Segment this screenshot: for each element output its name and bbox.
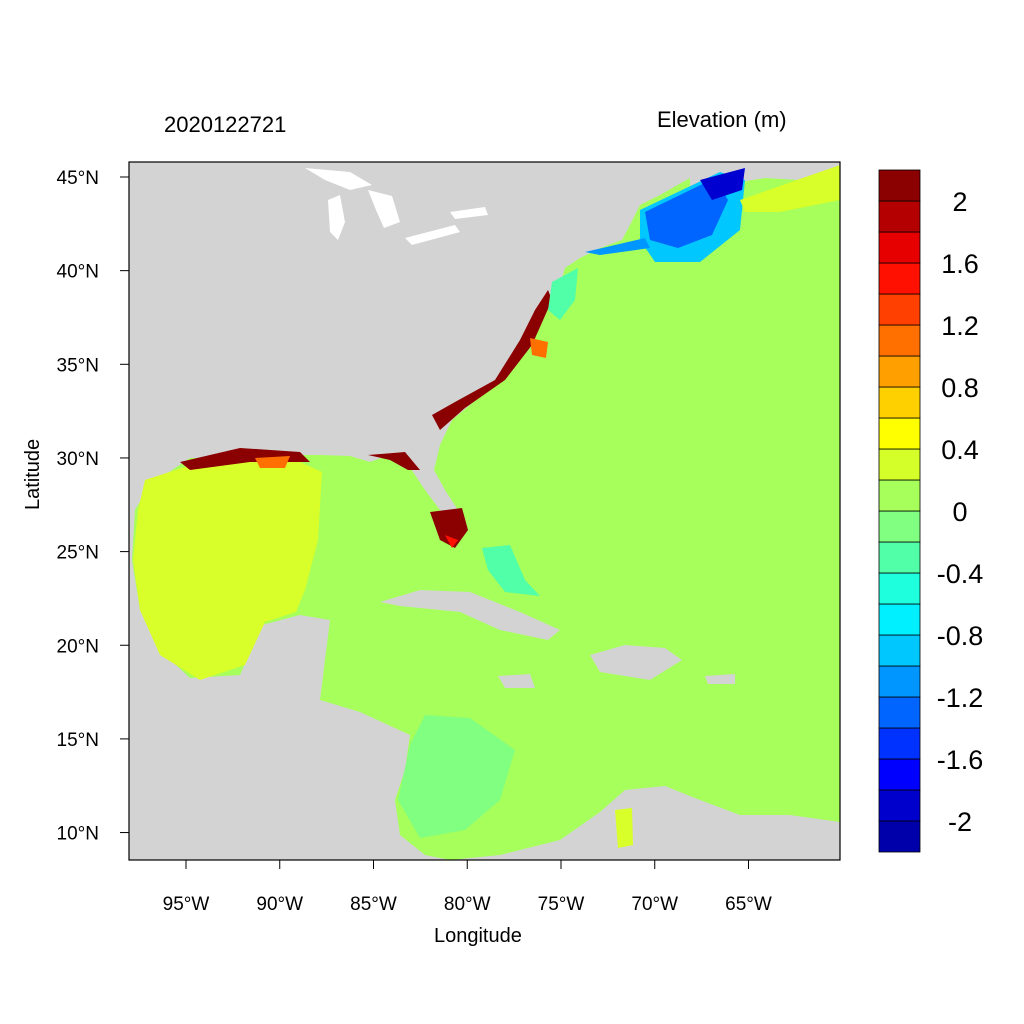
colorbar-label: -2 (948, 807, 972, 837)
colorbar-swatch (878, 665, 921, 698)
colorbar-swatch (878, 262, 921, 295)
cuba (380, 590, 560, 640)
x-tick-label: 90°W (256, 894, 303, 915)
colorbar-label: -1.2 (937, 683, 984, 713)
atlantic-coast-surge (432, 290, 552, 430)
venezuela-lake (615, 808, 633, 848)
lake-ontario (450, 207, 488, 219)
y-tick-label: 45°N (57, 168, 99, 189)
lake-huron (368, 190, 400, 228)
colorbar-swatch (878, 634, 921, 667)
lake-superior (305, 168, 372, 190)
y-tick-label: 15°N (57, 730, 99, 751)
lake-michigan (328, 195, 345, 240)
colorbar-swatch (878, 789, 921, 822)
x-tick-label: 75°W (538, 894, 585, 915)
south-florida-surge (430, 508, 468, 548)
bahamas-shallows (482, 545, 540, 596)
hispaniola (590, 645, 682, 680)
big-bend-surge (368, 452, 420, 470)
colorbar-label: 0.8 (941, 373, 979, 403)
colorbar-swatch (878, 386, 921, 419)
colorbar-swatch (878, 200, 921, 233)
y-tick-label: 25°N (57, 543, 99, 564)
colorbar-swatch (878, 293, 921, 326)
colorbar-swatch (878, 820, 921, 853)
colorbar-label: 1.2 (941, 311, 979, 341)
gulf-of-maine-depression-mid (645, 178, 728, 248)
caribbean-depression (398, 715, 515, 838)
colorbar-swatch (878, 510, 921, 543)
colorbar-label: 0 (952, 497, 967, 527)
colorbar-swatch (878, 541, 921, 574)
y-tick-label: 10°N (57, 824, 99, 845)
scotian-shelf-surge (740, 165, 840, 212)
colorbar-label: -0.4 (937, 559, 984, 589)
x-tick-label: 80°W (444, 894, 491, 915)
north-america-land (129, 162, 840, 860)
map-area (129, 162, 840, 860)
colorbar-swatch (878, 417, 921, 450)
colorbar-swatch (878, 727, 921, 760)
colorbar-swatch (878, 572, 921, 605)
new-york-bight-depression (585, 238, 650, 255)
lake-erie (405, 225, 460, 245)
y-tick-label: 40°N (57, 262, 99, 283)
colorbar-label: 0.4 (941, 435, 979, 465)
colorbar-label: 1.6 (941, 249, 979, 279)
y-tick-label: 20°N (57, 636, 99, 657)
x-tick-label: 95°W (163, 894, 210, 915)
gulf-of-maine-depression-core (700, 168, 745, 200)
colorbar-swatch (878, 355, 921, 388)
colorbar-swatch (878, 758, 921, 791)
south-america-land (450, 786, 840, 860)
colorbar-swatch (878, 324, 921, 357)
x-tick-label: 65°W (725, 894, 772, 915)
timestamp-label: 2020122721 (164, 112, 287, 137)
x-tick-label: 70°W (631, 894, 678, 915)
colorbar-swatch (878, 169, 921, 202)
colorbar-swatch (878, 696, 921, 729)
mid-atlantic-band (548, 268, 578, 320)
florida-keys-surge (445, 535, 458, 548)
axis-ticks: 95°W 90°W 85°W 80°W 75°W 70°W 65°W 45°N 40°N 35°N… (57, 168, 772, 915)
gulf-surge-area (133, 458, 322, 680)
colorbar-label: -0.8 (937, 621, 984, 651)
y-tick-label: 30°N (57, 449, 99, 470)
colorbar-label: -1.6 (937, 745, 984, 775)
colorbar-label: 2 (952, 187, 967, 217)
map-frame (128, 161, 841, 861)
colorbar-swatch (878, 479, 921, 512)
x-tick-label: 85°W (350, 894, 397, 915)
legend-title: Elevation (m) (657, 107, 787, 132)
colorbar-swatch (878, 231, 921, 264)
jamaica (498, 674, 535, 688)
x-axis-label: Longitude (434, 925, 522, 947)
puerto-rico (705, 674, 735, 684)
pamlico-sound-surge (530, 338, 548, 358)
y-tick-label: 35°N (57, 355, 99, 376)
colorbar: 2 1.6 1.2 0.8 0.4 0 -0.4 -0.8 -1.2 -1.6 -2 (878, 169, 984, 853)
colorbar-swatch (878, 603, 921, 636)
louisiana-surge (255, 456, 290, 468)
gulf-coast-surge-band (180, 448, 310, 470)
colorbar-swatch (878, 448, 921, 481)
